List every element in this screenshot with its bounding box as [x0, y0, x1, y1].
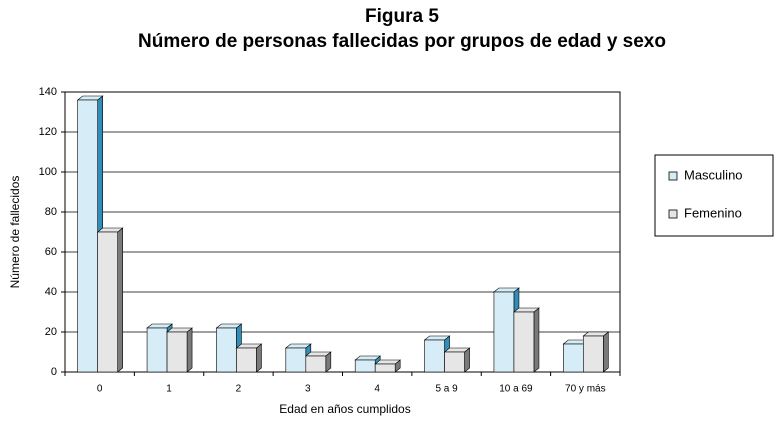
x-tick-label: 4 [374, 384, 380, 395]
chart-subtitle: Número de personas fallecidas por grupos… [138, 31, 666, 52]
bar-side [117, 227, 123, 373]
bar [563, 343, 584, 373]
legend-label: Femenino [684, 205, 742, 220]
y-tick-label: 140 [39, 86, 57, 98]
x-tick-label: 1 [166, 384, 172, 395]
y-tick-label: 120 [39, 126, 57, 138]
y-tick-label: 60 [45, 246, 57, 258]
y-tick-label: 100 [39, 166, 57, 178]
bar-side [603, 331, 609, 373]
legend [654, 154, 774, 237]
bar [424, 339, 445, 373]
bar [493, 291, 515, 373]
legend-swatch [668, 171, 678, 181]
x-tick-label: 10 a 69 [499, 384, 533, 395]
bar [305, 355, 327, 373]
bar [146, 327, 168, 373]
legend-label: Masculino [684, 167, 743, 182]
bar [216, 327, 237, 373]
x-tick-label: 0 [97, 384, 103, 395]
y-tick-label: 0 [51, 366, 57, 378]
bar [166, 331, 188, 373]
bar [444, 351, 465, 373]
y-tick-label: 40 [45, 286, 57, 298]
bar-side [186, 327, 193, 373]
x-tick-label: 3 [305, 384, 311, 395]
bar [374, 363, 396, 373]
bar-side [256, 343, 262, 373]
chart-title: Figura 5 [365, 6, 439, 27]
x-tick-label: 70 y más [565, 384, 606, 395]
x-tick-label: 2 [236, 384, 242, 395]
y-tick-label: 80 [45, 206, 57, 218]
bar [97, 231, 118, 373]
bar [513, 311, 535, 373]
legend-swatch [668, 209, 678, 219]
bar [236, 347, 257, 373]
x-axis-label: Edad en años cumplidos [279, 402, 410, 416]
bar [285, 347, 307, 373]
y-tick-label: 20 [45, 326, 57, 338]
x-tick-label: 5 a 9 [435, 384, 458, 395]
bar [583, 335, 604, 373]
bar-side [533, 307, 540, 373]
bar [77, 99, 98, 373]
y-axis-label: Número de fallecidos [8, 176, 22, 289]
bar [354, 359, 376, 373]
